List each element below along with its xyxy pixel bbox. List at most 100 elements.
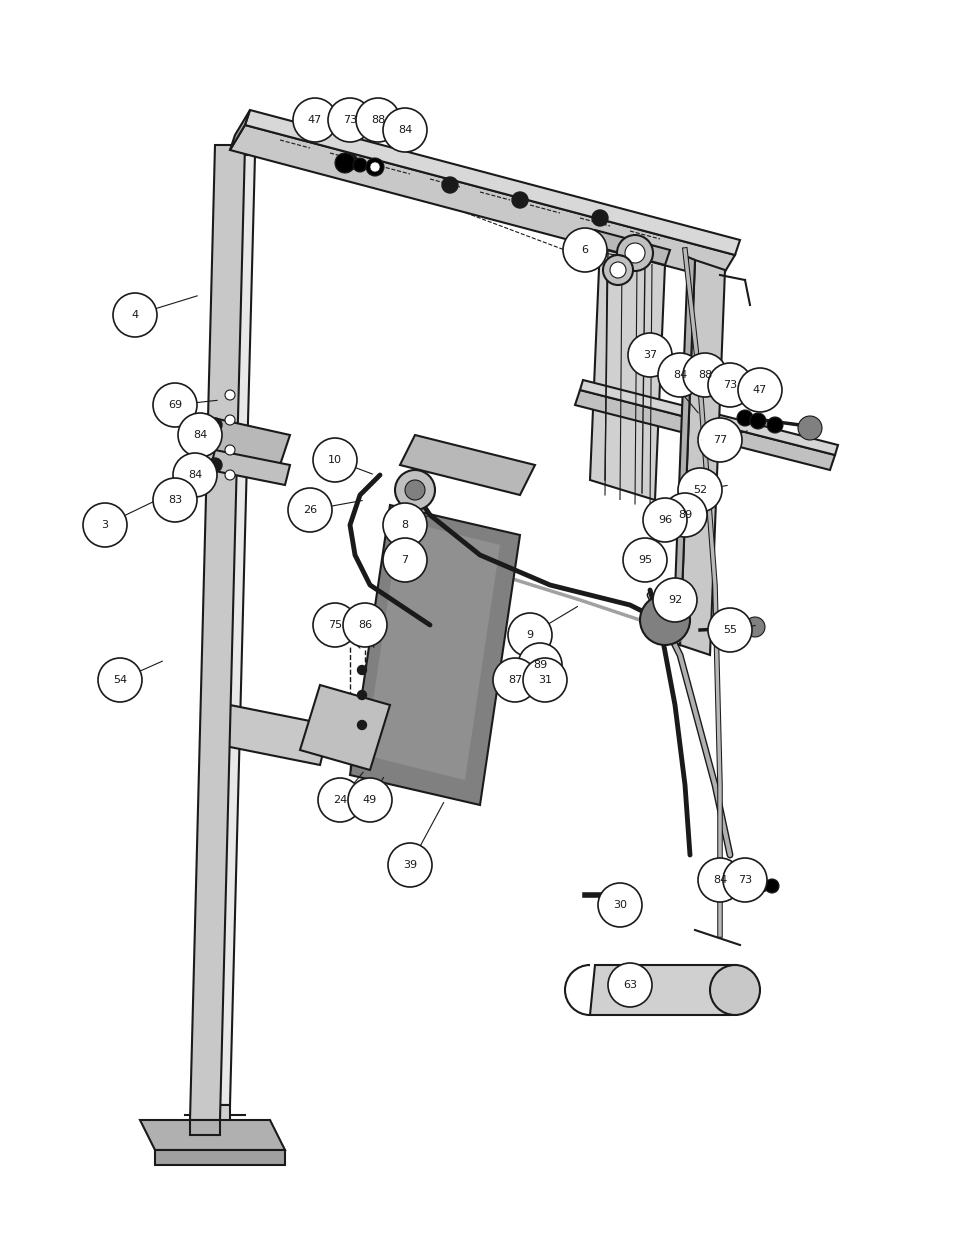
Text: 84: 84 [672, 370, 686, 380]
Polygon shape [200, 156, 254, 1105]
Circle shape [225, 390, 234, 400]
Circle shape [178, 412, 222, 457]
Circle shape [507, 613, 552, 657]
Circle shape [627, 333, 671, 377]
Text: 6: 6 [581, 245, 588, 254]
Circle shape [562, 228, 606, 272]
Circle shape [698, 858, 741, 902]
Circle shape [343, 603, 387, 647]
Circle shape [682, 353, 726, 396]
Text: 92: 92 [667, 595, 681, 605]
Text: 84: 84 [193, 430, 207, 440]
Text: 54: 54 [112, 676, 127, 685]
Circle shape [208, 458, 222, 472]
Circle shape [592, 210, 607, 226]
Circle shape [624, 243, 644, 263]
Text: 24: 24 [333, 795, 347, 805]
Circle shape [112, 293, 157, 337]
Text: 84: 84 [712, 876, 726, 885]
Circle shape [348, 778, 392, 823]
Text: 69: 69 [168, 400, 182, 410]
Circle shape [617, 235, 652, 270]
Polygon shape [230, 110, 250, 149]
Text: 52: 52 [692, 485, 706, 495]
Text: 89: 89 [678, 510, 691, 520]
Circle shape [366, 158, 384, 177]
Text: 37: 37 [642, 350, 657, 359]
Circle shape [357, 666, 366, 674]
Text: 75: 75 [328, 620, 342, 630]
Circle shape [288, 488, 332, 532]
Text: 73: 73 [738, 876, 751, 885]
Circle shape [609, 262, 625, 278]
Text: 9: 9 [526, 630, 533, 640]
Circle shape [317, 778, 361, 823]
Polygon shape [140, 1120, 285, 1150]
Circle shape [722, 858, 766, 902]
Text: 63: 63 [622, 981, 637, 990]
Circle shape [707, 608, 751, 652]
Circle shape [152, 383, 196, 427]
Circle shape [608, 889, 620, 902]
Polygon shape [589, 965, 734, 1015]
Circle shape [493, 658, 537, 701]
Text: 88: 88 [698, 370, 711, 380]
Polygon shape [154, 1150, 285, 1165]
Circle shape [797, 416, 821, 440]
Polygon shape [679, 261, 724, 655]
Polygon shape [200, 1105, 230, 1135]
Circle shape [395, 471, 435, 510]
Text: 10: 10 [328, 454, 341, 466]
Circle shape [388, 844, 432, 887]
Polygon shape [230, 125, 734, 280]
Circle shape [709, 965, 760, 1015]
Polygon shape [399, 435, 535, 495]
Circle shape [622, 538, 666, 582]
Circle shape [441, 177, 457, 193]
Text: 26: 26 [303, 505, 316, 515]
Polygon shape [365, 520, 499, 781]
Circle shape [293, 98, 336, 142]
Polygon shape [190, 144, 245, 1120]
Text: 39: 39 [402, 860, 416, 869]
Text: 83: 83 [168, 495, 182, 505]
Circle shape [512, 191, 527, 207]
Circle shape [607, 963, 651, 1007]
Circle shape [698, 417, 741, 462]
Circle shape [517, 643, 561, 687]
Circle shape [405, 480, 424, 500]
Text: 4: 4 [132, 310, 138, 320]
Polygon shape [672, 257, 695, 645]
Circle shape [335, 153, 355, 173]
Polygon shape [589, 245, 664, 500]
Circle shape [766, 417, 782, 433]
Text: 88: 88 [371, 115, 385, 125]
Circle shape [328, 98, 372, 142]
Circle shape [652, 578, 697, 622]
Polygon shape [299, 685, 390, 769]
Circle shape [707, 363, 751, 408]
Circle shape [357, 720, 366, 730]
Text: 47: 47 [308, 115, 322, 125]
Circle shape [754, 878, 768, 892]
Text: 89: 89 [533, 659, 547, 671]
Text: 73: 73 [722, 380, 737, 390]
Circle shape [83, 503, 127, 547]
Text: 86: 86 [357, 620, 372, 630]
Circle shape [678, 468, 721, 513]
Polygon shape [589, 230, 669, 266]
Circle shape [598, 883, 641, 927]
Text: 31: 31 [537, 676, 552, 685]
Circle shape [341, 154, 357, 170]
Circle shape [225, 415, 234, 425]
Circle shape [749, 412, 765, 429]
Circle shape [152, 478, 196, 522]
Circle shape [313, 603, 356, 647]
Circle shape [172, 453, 216, 496]
Polygon shape [190, 1120, 220, 1135]
Text: 55: 55 [722, 625, 737, 635]
Text: 30: 30 [613, 900, 626, 910]
Circle shape [225, 471, 234, 480]
Text: 96: 96 [658, 515, 671, 525]
Circle shape [370, 162, 379, 172]
